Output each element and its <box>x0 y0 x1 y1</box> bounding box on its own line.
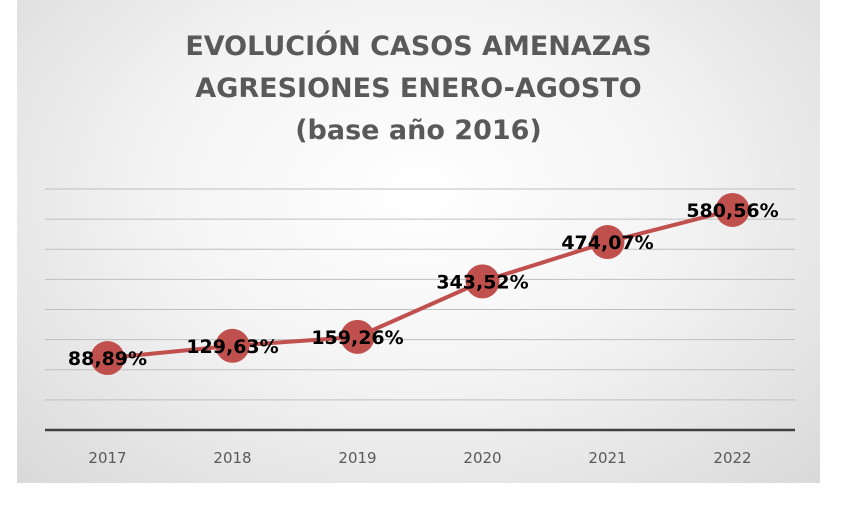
series-line <box>107 208 733 361</box>
data-point-2021 <box>590 225 625 260</box>
data-label-2017: 88,89% <box>68 348 147 370</box>
data-label-2022: 580,56% <box>686 200 778 222</box>
x-tick-label-2020: 2020 <box>463 449 501 467</box>
chart-title-line-2: AGRESIONES ENERO-AGOSTO <box>195 73 642 104</box>
data-label-2021: 474,07% <box>561 232 653 254</box>
x-tick-label-2021: 2021 <box>588 449 626 467</box>
data-point-2018 <box>215 328 250 363</box>
chart-title-line-1: EVOLUCIÓN CASOS AMENAZAS <box>185 31 652 62</box>
data-label-2018: 129,63% <box>186 336 278 358</box>
chart-area: EVOLUCIÓN CASOS AMENAZAS AGRESIONES ENER… <box>17 0 820 483</box>
x-tick-label-2017: 2017 <box>88 449 126 467</box>
data-label-2020: 343,52% <box>436 271 528 293</box>
data-point-2019 <box>340 319 375 354</box>
chart-title-line-3: (base año 2016) <box>295 115 542 146</box>
x-tick-label-2022: 2022 <box>713 449 751 467</box>
x-tick-label-2019: 2019 <box>338 449 376 467</box>
data-label-2019: 159,26% <box>311 327 403 349</box>
data-point-2020 <box>465 264 500 299</box>
x-tick-label-2018: 2018 <box>213 449 251 467</box>
data-point-2022 <box>715 192 750 227</box>
chart-title: EVOLUCIÓN CASOS AMENAZAS AGRESIONES ENER… <box>17 26 820 152</box>
data-point-2017 <box>90 341 125 376</box>
plot-area: 88,89% 129,63% 159,26% 343,52% 474,07% 580,56… <box>45 188 795 467</box>
